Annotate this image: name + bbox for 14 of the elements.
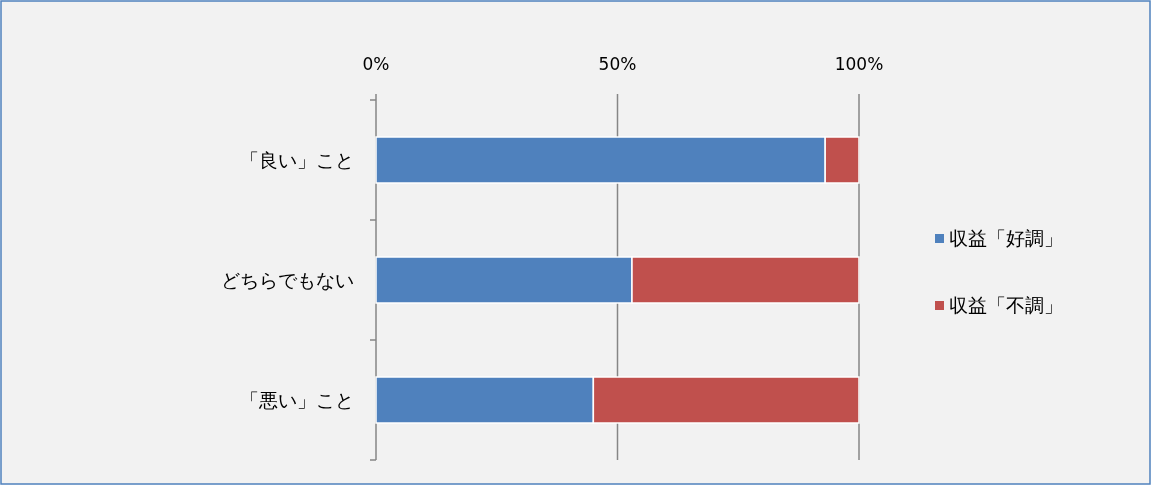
- legend-label: 収益「不調」: [949, 294, 1063, 316]
- bar: [824, 136, 860, 184]
- bar: [375, 376, 595, 424]
- bar: [631, 256, 860, 304]
- bar: [375, 136, 826, 184]
- y-tick-label: 「良い」こと: [240, 149, 354, 171]
- bar: [375, 256, 633, 304]
- x-tick-label: 50%: [598, 54, 637, 74]
- y-tick-label: どちらでもない: [221, 269, 354, 291]
- x-tick-label: 100%: [834, 54, 884, 74]
- y-tick-label: 「悪い」こと: [240, 389, 354, 411]
- legend-label: 収益「好調」: [949, 227, 1063, 249]
- x-tick-label: 0%: [362, 54, 390, 74]
- bar: [592, 376, 860, 424]
